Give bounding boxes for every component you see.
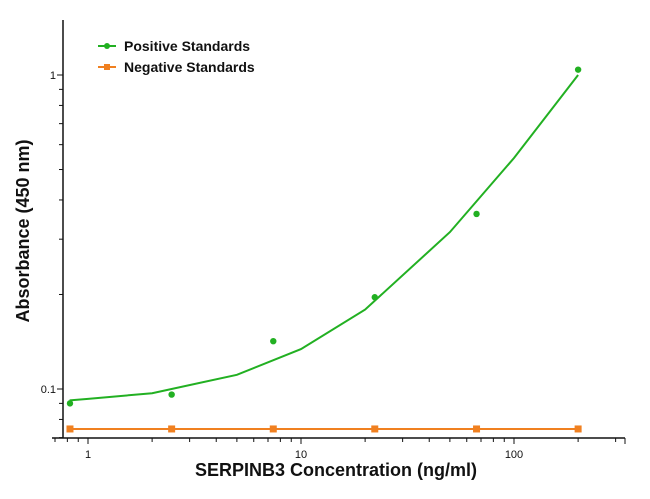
data-point-positive: [66, 400, 74, 407]
data-point-negative: [269, 425, 277, 433]
data-point-positive: [168, 391, 175, 398]
x-tick-label: 100: [505, 449, 523, 461]
axes: 1 10 100 0.1 1: [41, 20, 626, 461]
data-point-negative: [371, 425, 379, 433]
x-tick-label: 1: [85, 449, 91, 461]
x-axis-label: SERPINB3 Concentration (ng/ml): [195, 460, 477, 480]
fit-curve-positive: [69, 74, 579, 402]
data-point-negative: [473, 425, 481, 433]
y-tick-label: 0.1: [41, 384, 56, 396]
legend-label-positive: Positive Standards: [124, 38, 250, 54]
data-point-positive: [473, 210, 480, 218]
legend: Positive Standards Negative Standards: [98, 38, 255, 75]
y-tick-label: 1: [50, 70, 56, 82]
data-point-positive: [371, 294, 378, 301]
x-tick-label: 10: [295, 449, 307, 461]
data-point-positive: [270, 337, 277, 345]
y-axis-label: Absorbance (450 nm): [13, 139, 33, 322]
marks: [66, 66, 582, 433]
data-point-positive: [574, 66, 582, 73]
data-point-negative: [574, 425, 582, 433]
legend-marker-negative: [104, 64, 110, 70]
legend-label-negative: Negative Standards: [124, 59, 255, 75]
data-point-negative: [168, 425, 176, 433]
data-point-negative: [66, 425, 74, 433]
legend-marker-positive: [104, 43, 110, 49]
